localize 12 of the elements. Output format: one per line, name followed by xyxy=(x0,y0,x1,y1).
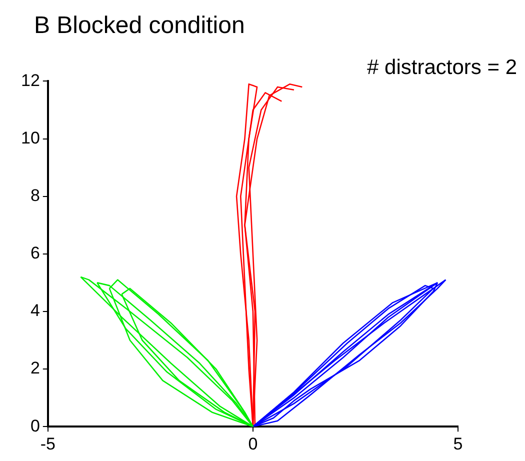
y-tick-label: 12 xyxy=(20,70,40,90)
text: # distractors = 2 xyxy=(367,56,517,80)
y-tick-label: 4 xyxy=(30,301,40,320)
chart-title: B Blocked condition xyxy=(34,12,245,40)
y-tick-label: 8 xyxy=(30,186,40,206)
x-tick-label: -5 xyxy=(40,434,56,454)
x-tick-label: 0 xyxy=(248,434,258,454)
y-tick-label: 10 xyxy=(20,128,40,148)
y-tick-label: 0 xyxy=(30,416,40,436)
y-tick-label: 2 xyxy=(30,358,40,378)
y-tick-label: 6 xyxy=(30,244,40,263)
x-tick-label: 5 xyxy=(453,434,463,454)
